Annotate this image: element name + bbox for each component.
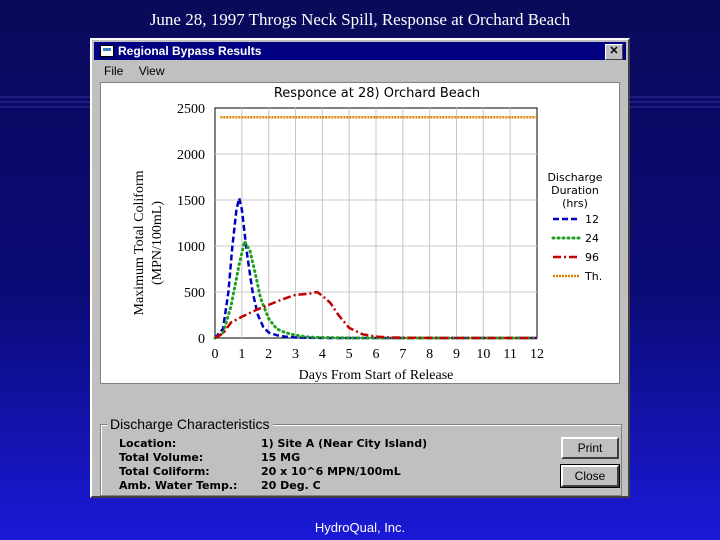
chart-panel: Responce at 28) Orchard Beach Maximum To… (100, 82, 620, 384)
print-button[interactable]: Print (561, 437, 619, 459)
legend-label: 96 (585, 251, 599, 264)
series-line-96 (214, 290, 537, 340)
slide-title: June 28, 1997 Throgs Neck Spill, Respons… (149, 10, 571, 29)
x-tick-label: 5 (346, 347, 353, 362)
dc-value: 1) Site A (Near City Island) (261, 437, 428, 450)
chart-title: Responce at 28) Orchard Beach (274, 86, 480, 101)
dc-value: 20 x 10^6 MPN/100mL (261, 465, 401, 478)
x-tick-label: 11 (503, 347, 516, 362)
legend-label: 24 (585, 232, 599, 245)
x-tick-label: 12 (530, 347, 544, 362)
close-button[interactable]: Close (560, 464, 620, 488)
window-title: Regional Bypass Results (118, 44, 262, 58)
x-tick-label: 0 (212, 347, 219, 362)
y-tick-label: 2500 (177, 102, 205, 117)
response-chart: Responce at 28) Orchard Beach Maximum To… (132, 86, 603, 383)
y-tick-label: 1000 (177, 240, 205, 255)
discharge-title: Discharge Characteristics (107, 416, 273, 432)
x-tick-label: 10 (476, 347, 490, 362)
window-titlebar[interactable]: Regional Bypass Results ✕ (94, 42, 626, 60)
legend-title: Discharge (547, 171, 602, 184)
menu-file[interactable]: File (104, 64, 124, 78)
legend-title: (hrs) (562, 197, 588, 210)
menu-view[interactable]: View (138, 64, 165, 78)
legend-label: 12 (585, 213, 599, 226)
menu-bar: File View (96, 62, 168, 80)
series-line-24 (213, 237, 539, 340)
dc-label: Total Coliform: (119, 465, 210, 478)
window-close-button[interactable]: ✕ (605, 44, 623, 60)
x-tick-label: 2 (265, 347, 272, 362)
x-tick-label: 7 (399, 347, 406, 362)
series-lines (213, 115, 539, 340)
y-tick-label: 0 (198, 332, 205, 347)
dc-label: Total Volume: (119, 451, 204, 464)
results-window: Regional Bypass Results ✕ File View Resp… (90, 38, 630, 498)
series-line-12 (214, 197, 537, 340)
legend-label: Th. (584, 270, 602, 283)
x-tick-label: 9 (453, 347, 460, 362)
y-axis-label-line1: Maximum Total Coliform (132, 170, 147, 315)
y-tick-label: 500 (184, 286, 205, 301)
dc-label: Location: (119, 437, 177, 450)
y-tick-label: 2000 (177, 148, 205, 163)
dc-label: Amb. Water Temp.: (119, 479, 238, 492)
x-tick-label: 1 (238, 347, 245, 362)
footer-credit: HydroQual, Inc. (314, 520, 406, 535)
x-axis-label: Days From Start of Release (299, 368, 454, 383)
app-icon (100, 45, 114, 57)
grid (215, 108, 537, 338)
dc-value: 15 MG (261, 451, 301, 464)
x-tick-label: 3 (292, 347, 299, 362)
y-tick-label: 1500 (177, 194, 205, 209)
x-tick-label: 4 (319, 347, 326, 362)
y-axis-label-line2: (MPN/100mL) (150, 201, 165, 285)
x-tick-label: 8 (426, 347, 433, 362)
discharge-characteristics: Discharge Characteristics Location: 1) S… (100, 416, 622, 496)
legend-title: Duration (551, 184, 599, 197)
x-tick-label: 6 (373, 347, 380, 362)
dc-value: 20 Deg. C (261, 479, 321, 492)
